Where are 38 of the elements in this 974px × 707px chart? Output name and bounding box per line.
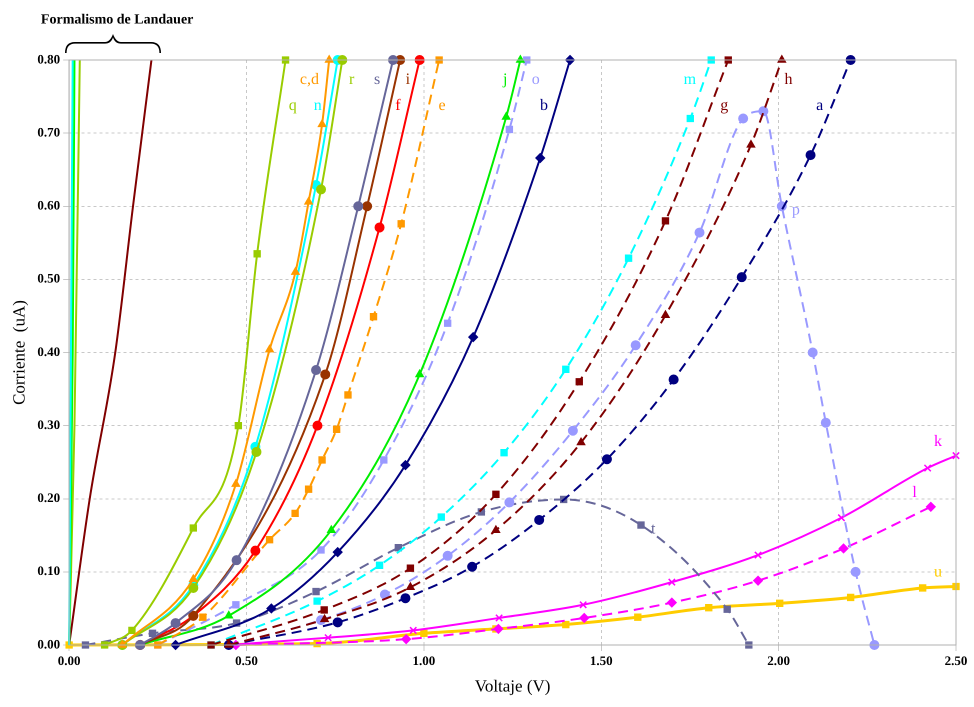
series-label: j — [502, 71, 508, 88]
text: Formalismo de Landauer — [40, 12, 194, 28]
x-tick-label: 1.50 — [590, 653, 613, 668]
y-tick-label: 0.20 — [37, 490, 60, 506]
series-label: u — [934, 564, 942, 581]
series-label: k — [934, 432, 942, 450]
y-tick-label: 0.10 — [37, 563, 60, 578]
series-label: i — [406, 71, 411, 88]
series-label: c,d — [300, 71, 319, 88]
y-axis-title: Corriente (uA) — [10, 300, 29, 405]
series-label: m — [684, 71, 697, 88]
x-tick-label: 1.00 — [412, 653, 436, 668]
series-label: n — [314, 97, 322, 114]
series-label: p — [792, 201, 800, 218]
x-tick-label: 0.50 — [235, 653, 258, 668]
x-axis-title: Voltaje (V) — [474, 676, 550, 696]
series-label: b — [540, 97, 548, 114]
y-tick-label: 0.00 — [37, 636, 60, 652]
series-label: a — [816, 97, 824, 114]
series-label: g — [720, 97, 728, 114]
series-label: l — [912, 484, 918, 501]
y-tick-label: 0.60 — [37, 198, 60, 213]
y-tick-label: 0.30 — [37, 416, 60, 432]
series-label: r — [349, 71, 356, 88]
x-tick-label: 2.00 — [767, 653, 790, 668]
series-label: f — [395, 97, 402, 114]
series-label: o — [532, 71, 540, 88]
x-tick-label: 2.50 — [944, 653, 968, 668]
series-label: t — [650, 520, 656, 538]
y-tick-label: 0.50 — [37, 270, 60, 286]
series-label: q — [288, 97, 297, 114]
series-label: s — [374, 71, 380, 88]
series-label: h — [784, 71, 793, 88]
y-tick-label: 0.80 — [37, 51, 60, 66]
x-tick-label: 0.00 — [58, 653, 81, 668]
y-tick-label: 0.40 — [37, 344, 60, 359]
y-tick-label: 0.70 — [37, 124, 60, 140]
series-label: e — [438, 97, 446, 114]
